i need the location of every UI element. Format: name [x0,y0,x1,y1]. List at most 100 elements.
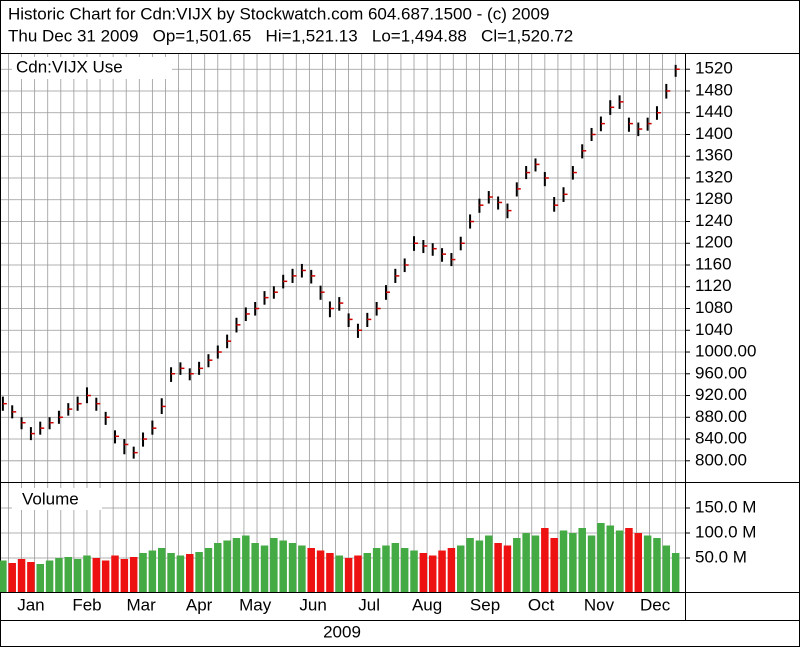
volume-bar [73,559,82,592]
x-tick-label: Oct [528,595,555,614]
volume-bar [223,540,231,592]
volume-bar [251,543,259,592]
volume-bar [307,548,315,592]
volume-bar [456,545,465,592]
y-tick-label: 840.00 [695,429,747,448]
volume-bar [176,555,185,592]
y-tick-label: 920.00 [695,385,747,404]
volume-bar [550,538,558,592]
volume-bar [167,553,175,592]
volume-bar [120,559,129,592]
volume-bar [45,560,54,592]
volume-bar [625,528,633,592]
volume-bar [410,550,418,592]
volume-bar [195,552,203,592]
volume-bar [494,543,502,592]
volume-bar [475,540,484,592]
y-tick-label: 1160 [695,254,732,273]
volume-bar [242,535,250,592]
legend-entry: Cdn:VIJX Use [16,57,123,76]
volume-bar [288,543,297,592]
volume-bar [615,530,624,592]
x-tick-label: Dec [640,595,671,614]
x-tick-label: Jan [17,595,44,614]
x-tick-label: Nov [584,595,615,614]
volume-bar [157,548,166,592]
y-tick-label: 150.0 M [695,497,756,516]
volume-bar [316,550,325,592]
y-tick-label: 1240 [695,211,733,230]
chart-title: Historic Chart for Cdn:VIJX by Stockwatc… [8,4,549,23]
y-tick-label: 1480 [695,80,733,99]
volume-bar [0,560,7,592]
x-tick-label: May [239,595,272,614]
y-tick-label: 50.0 M [695,547,747,566]
volume-bar [148,550,157,592]
y-tick-label: 960.00 [695,363,747,382]
x-tick-label: Feb [72,595,101,614]
volume-bar [204,548,213,592]
y-tick-label: 1440 [695,102,733,121]
x-tick-label: Jun [299,595,326,614]
y-tick-label: 1080 [695,298,733,317]
volume-bar [569,533,577,592]
volume-bar [214,543,222,592]
x-tick-label: Jul [358,595,380,614]
volume-bar [27,562,35,592]
y-tick-label: 1280 [695,189,733,208]
y-tick-label: 800.00 [695,450,747,469]
volume-bar [335,555,344,592]
volume-bar [344,558,353,592]
volume-bar [92,558,101,592]
chart-subtitle: Thu Dec 31 2009 Op=1,501.65 Hi=1,521.13 … [8,26,573,45]
volume-bar [129,557,138,592]
volume-bar [643,535,652,592]
volume-bar [17,559,26,592]
volume-bar [186,554,194,592]
volume-bar [587,535,596,592]
volume-bar [400,548,409,592]
volume-bar [298,545,306,592]
volume-bar [503,545,512,592]
volume-bar [485,535,493,592]
volume-bar [64,557,73,592]
volume-bar [513,538,521,592]
volume-bar [428,555,437,592]
volume-bar [326,553,334,592]
volume-bar [438,550,446,592]
volume-bar [522,533,530,592]
volume-bar [419,553,428,592]
y-tick-label: 1520 [695,59,733,78]
volume-bar [662,545,671,592]
y-tick-label: 1120 [695,276,732,295]
volume-bar [139,553,147,592]
x-tick-label: Aug [412,595,442,614]
volume-bar [111,555,119,592]
volume-bar [354,555,362,592]
volume-bar [391,543,400,592]
volume-bar [372,548,381,592]
volume-bar [541,528,549,592]
legend-box [12,57,172,79]
volume-bar [653,538,661,592]
volume-bar [101,560,110,592]
volume-bar [83,555,91,592]
volume-bar [55,558,63,592]
volume-bar [279,540,287,592]
volume-bar [8,563,16,592]
price-panel [0,53,686,483]
volume-bar [597,523,605,592]
volume-bar [363,553,372,592]
volume-bar [606,525,614,592]
y-tick-label: 880.00 [695,407,747,426]
y-tick-label: 1040 [695,320,733,339]
volume-bar [466,538,474,592]
y-tick-label: 100.0 M [695,522,756,541]
legend-box [12,488,102,510]
y-tick-label: 1360 [695,146,733,165]
volume-bar [634,533,643,592]
y-tick-label: 1000.00 [695,342,756,361]
